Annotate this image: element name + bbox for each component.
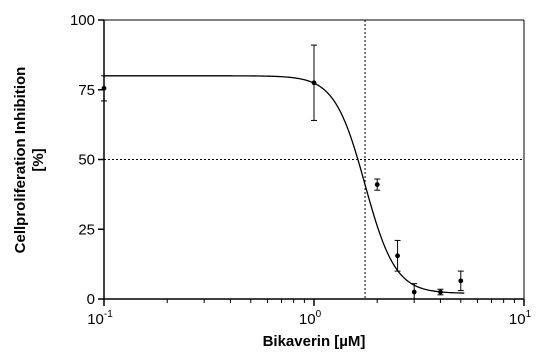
y-tick-label: 0 <box>87 291 95 308</box>
x-tick-label: 10-1 <box>87 309 113 328</box>
x-tick-base: 10 <box>87 311 104 328</box>
data-point <box>311 80 317 86</box>
data-point <box>395 253 400 259</box>
data-point <box>438 289 443 295</box>
x-tick-exponent: -1 <box>104 309 113 320</box>
reference-lines <box>104 20 524 299</box>
y-axis-title-line1: Cellproliferation Inhibition <box>12 67 29 254</box>
fit-curve <box>104 75 465 294</box>
y-tick-label: 75 <box>78 82 95 99</box>
x-tick-base: 10 <box>509 311 526 328</box>
y-axis-title-line2: [%] <box>30 148 47 171</box>
y-axis-ticks: 0 25 50 75 100 <box>70 12 104 308</box>
y-tick-label: 50 <box>78 152 95 169</box>
data-point <box>374 182 380 188</box>
fit-curve-layer <box>104 75 465 294</box>
x-axis-ticks: 10-1 100 101 <box>87 299 532 328</box>
y-tick-label: 25 <box>78 221 95 238</box>
data-points-layer <box>101 44 464 300</box>
x-tick-label: 100 <box>299 309 322 328</box>
data-point <box>458 278 464 284</box>
x-tick-base: 10 <box>299 311 316 328</box>
y-tick-label: 100 <box>70 12 95 29</box>
data-point <box>411 289 417 295</box>
x-axis-title: Bikaverin [µM] <box>263 333 366 350</box>
x-tick-label: 101 <box>509 309 532 328</box>
x-tick-exponent: 0 <box>316 309 322 320</box>
data-point <box>101 85 107 91</box>
x-tick-exponent: 1 <box>526 309 532 320</box>
